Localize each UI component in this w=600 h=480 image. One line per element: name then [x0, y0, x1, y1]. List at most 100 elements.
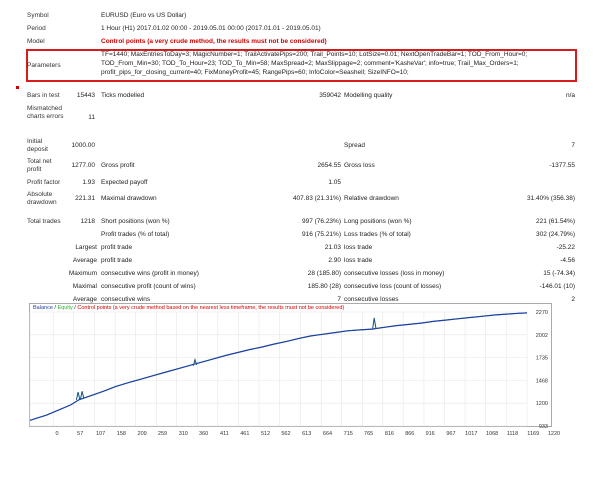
x-tick-label: 816	[385, 431, 394, 437]
long-positions-label: Long positions (won %)	[344, 218, 412, 225]
x-tick-label: 1220	[548, 431, 560, 437]
profit-trades-label: Profit trades (% of total)	[101, 231, 170, 238]
series-line-equity	[29, 312, 528, 421]
x-tick-label: 1068	[486, 431, 498, 437]
average-profit-value: 2.90	[328, 257, 341, 264]
row-drawdown: Absolute drawdown 221.31 Maximal drawdow…	[19, 189, 583, 209]
row-maximum: Maximum consecutive wins (profit in mone…	[19, 267, 583, 280]
max-drawdown-label: Maximal drawdown	[101, 195, 157, 202]
profit-factor-label: Profit factor	[27, 179, 61, 186]
total-trades-value: 1218	[80, 218, 95, 225]
deposit-value: 1000.00	[71, 142, 96, 149]
parameters-highlight-box	[26, 49, 577, 82]
average-losses-label: consecutive losses	[344, 296, 399, 303]
y-tick-label: 1200	[536, 401, 548, 407]
strategy-tester-report: Symbol EURUSD (Euro vs US Dollar) Period…	[19, 9, 583, 306]
long-positions-value: 221 (61.54%)	[535, 218, 575, 225]
y-tick-label: 1468	[536, 378, 548, 384]
x-tick-label: 866	[405, 431, 414, 437]
balance-spike	[80, 391, 85, 400]
gross-profit-value: 2654.55	[317, 162, 342, 169]
row-net-profit: Total net profit 1277.00 Gross profit 26…	[19, 156, 583, 176]
x-tick-label: 765	[364, 431, 373, 437]
x-tick-label: 0	[55, 431, 58, 437]
x-tick-label: 461	[240, 431, 249, 437]
total-trades-label: Total trades	[27, 218, 61, 225]
average-wins-value: 7	[337, 296, 341, 303]
average2-prefix: Average	[72, 296, 97, 303]
row-largest: Largest profit trade 21.03 loss trade -2…	[19, 241, 583, 254]
period-value: 1 Hour (H1) 2017.01.02 00:00 - 2019.05.0…	[101, 25, 321, 32]
average-losses-value: 2	[571, 296, 575, 303]
largest-profit-value: 21.03	[324, 244, 341, 251]
parameters-line-1: TF=1440; MaxEntriesToDay=3; MagicNumber=…	[101, 51, 528, 58]
expected-payoff-value: 1.05	[328, 179, 341, 186]
largest-loss-label: loss trade	[344, 244, 373, 251]
symbol-label: Symbol	[27, 12, 49, 19]
ticks-value: 359042	[319, 92, 341, 99]
x-tick-label: 57	[77, 431, 83, 437]
expected-payoff-label: Expected payoff	[101, 179, 148, 186]
profit-trades-value: 916 (75.21%)	[301, 231, 341, 238]
legend-sep-1: /	[52, 305, 58, 311]
loss-trades-label: Loss trades (% of total)	[344, 231, 411, 238]
marker-dot	[16, 86, 19, 89]
spread-label: Spread	[344, 142, 365, 149]
row-period: Period 1 Hour (H1) 2017.01.02 00:00 - 20…	[19, 22, 583, 35]
maximal-profit-value: 185.80 (28)	[307, 283, 341, 290]
legend-balance: Balance	[33, 305, 53, 311]
largest-prefix: Largest	[75, 244, 97, 251]
legend-equity: Equity	[57, 305, 73, 311]
x-tick-label: 107	[96, 431, 105, 437]
x-tick-label: 360	[199, 431, 208, 437]
maximal-prefix: Maximal	[72, 283, 97, 290]
row-average-consecutive: Average consecutive wins 7 consecutive l…	[19, 293, 583, 306]
balance-spike	[193, 358, 197, 366]
row-total-trades: Total trades 1218 Short positions (won %…	[19, 215, 583, 228]
spread-value: 7	[571, 142, 575, 149]
net-profit-value: 1277.00	[71, 162, 96, 169]
x-tick-label: 967	[446, 431, 455, 437]
balance-equity-chart: Balance / Equity / Control points (a ver…	[29, 303, 560, 437]
chart-legend: Balance / Equity / Control points (a ver…	[33, 305, 344, 311]
parameters-value: TF=1440; MaxEntriesToDay=3; MagicNumber=…	[101, 50, 527, 77]
y-tick-label: 2270	[536, 310, 548, 316]
maximum-wins-value: 28 (185.80)	[307, 270, 341, 277]
profit-factor-value: 1.93	[82, 179, 95, 186]
bars-label: Bars in test	[27, 92, 60, 99]
row-profit-trades: Profit trades (% of total) 916 (75.21%) …	[19, 228, 583, 241]
balance-spike	[76, 392, 81, 400]
average-loss-value: -4.56	[560, 257, 575, 264]
largest-loss-value: -25.22	[556, 244, 575, 251]
short-positions-value: 997 (76.23%)	[301, 218, 341, 225]
x-tick-label: 1169	[527, 431, 539, 437]
x-tick-label: 310	[179, 431, 188, 437]
x-tick-label: 411	[220, 431, 229, 437]
chart-plot: 0 57 107 158 209 259 310 360 411 461 512 562 613 664 7…	[29, 310, 560, 437]
max-drawdown-value: 407.83 (21.31%)	[292, 195, 341, 202]
average-prefix: Average	[72, 257, 97, 264]
row-bars: Bars in test 15443 Ticks modelled 359042…	[19, 89, 583, 102]
row-model: Model Control points (a very crude metho…	[19, 35, 583, 48]
y-tick-label: 1735	[536, 356, 548, 362]
parameters-label: Parameters	[27, 62, 61, 69]
row-maximal: Maximal consecutive profit (count of win…	[19, 280, 583, 293]
y-tick-label: 933	[539, 424, 548, 430]
short-positions-label: Short positions (won %)	[101, 218, 170, 225]
gross-loss-label: Gross loss	[344, 162, 375, 169]
bars-value: 15443	[76, 92, 95, 99]
row-deposit: Initial deposit 1000.00 Spread 7	[19, 136, 583, 156]
x-tick-label: 916	[426, 431, 435, 437]
model-label: Model	[27, 38, 45, 45]
abs-drawdown-label: Absolute drawdown	[27, 191, 57, 206]
quality-value: n/a	[565, 92, 575, 99]
x-tick-label: 613	[302, 431, 311, 437]
legend-sep-2: /	[72, 305, 78, 311]
model-value: Control points (a very crude method, the…	[101, 38, 327, 45]
parameters-line-3: profit_pips_for_closing_current=40; FixM…	[101, 69, 409, 76]
x-tick-label: 158	[117, 431, 126, 437]
maximal-loss-label: consecutive loss (count of losses)	[344, 283, 442, 290]
average-profit-label: profit trade	[101, 257, 133, 264]
x-tick-label: 1118	[507, 431, 518, 437]
x-tick-label: 259	[158, 431, 167, 437]
